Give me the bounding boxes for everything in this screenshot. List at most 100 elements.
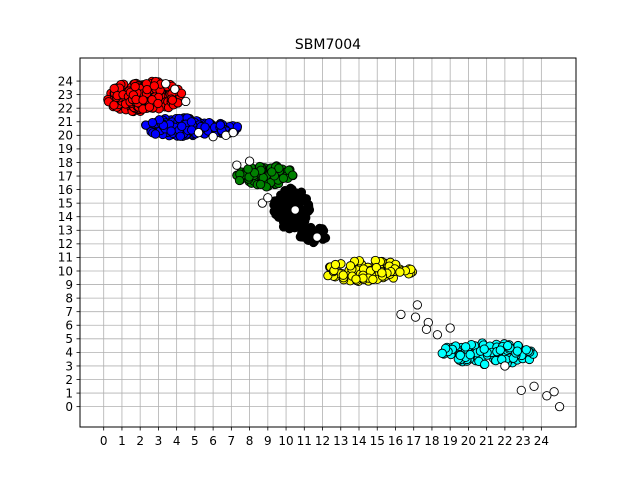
- data-point: [445, 323, 455, 333]
- y-tick-label: 14: [58, 210, 73, 224]
- series-5: [437, 338, 538, 370]
- data-point: [161, 79, 171, 89]
- x-tick-label: 20: [461, 434, 476, 448]
- data-point: [170, 84, 180, 94]
- x-tick-label: 1: [118, 434, 126, 448]
- x-tick-label: 9: [264, 434, 272, 448]
- data-point: [549, 387, 559, 397]
- data-point: [432, 330, 443, 340]
- data-point: [267, 167, 277, 177]
- data-point: [167, 95, 178, 105]
- data-point: [193, 127, 204, 138]
- x-tick-label: 5: [191, 434, 199, 448]
- y-tick-label: 22: [58, 101, 73, 115]
- data-point: [257, 198, 268, 208]
- data-points: [103, 76, 565, 412]
- data-point: [345, 261, 356, 271]
- data-point: [149, 81, 159, 91]
- y-tick-label: 21: [58, 115, 73, 129]
- data-point: [330, 259, 341, 270]
- data-point: [542, 391, 552, 401]
- data-point: [166, 126, 176, 136]
- x-tick-label: 11: [297, 434, 312, 448]
- data-point: [153, 98, 163, 109]
- data-point: [186, 117, 197, 127]
- y-tick-label: 17: [58, 169, 73, 183]
- series-6: [161, 79, 565, 412]
- data-point: [175, 131, 186, 141]
- plot-frame: [79, 57, 577, 428]
- data-point: [410, 312, 421, 322]
- data-point: [263, 193, 273, 203]
- data-point: [368, 274, 378, 285]
- x-tick-label: 14: [351, 434, 366, 448]
- data-point: [288, 222, 298, 233]
- data-point: [232, 160, 242, 170]
- data-point: [521, 345, 531, 355]
- y-tick-label: 3: [65, 359, 73, 373]
- data-point: [480, 359, 490, 369]
- data-point: [287, 170, 298, 180]
- data-point: [437, 348, 447, 358]
- data-point: [290, 193, 300, 203]
- data-point: [228, 127, 238, 138]
- data-point: [529, 381, 539, 391]
- y-tick-label: 16: [58, 183, 73, 197]
- series-3: [269, 183, 331, 248]
- data-point: [351, 274, 361, 284]
- x-tick-label: 12: [315, 434, 330, 448]
- data-point: [296, 187, 307, 197]
- x-tick-label: 23: [515, 434, 530, 448]
- x-tick-label: 19: [443, 434, 458, 448]
- series-2: [232, 161, 298, 192]
- data-point: [512, 346, 523, 356]
- y-tick-label: 2: [65, 373, 73, 387]
- x-axis-ticks: 0 1 2 3 4 5 6 7 8 9 10 11 12 13 14 15 16 17 18 19 20 21 22 23 24: [100, 427, 549, 448]
- grid-lines: [80, 58, 576, 427]
- y-tick-label: 18: [58, 156, 73, 170]
- data-point: [412, 300, 423, 310]
- data-point: [147, 117, 158, 128]
- x-tick-label: 10: [278, 434, 293, 448]
- data-point: [150, 129, 161, 139]
- data-point: [554, 402, 565, 412]
- series-4: [323, 255, 418, 287]
- x-tick-label: 22: [497, 434, 512, 448]
- y-tick-label: 10: [58, 264, 73, 278]
- data-point: [516, 385, 526, 396]
- x-tick-label: 13: [333, 434, 348, 448]
- y-tick-label: 19: [58, 142, 73, 156]
- data-point: [479, 344, 489, 354]
- data-point: [455, 350, 465, 360]
- data-point: [244, 156, 255, 166]
- series-1: [141, 113, 243, 142]
- x-tick-label: 4: [173, 434, 181, 448]
- y-tick-label: 15: [58, 196, 73, 210]
- y-tick-label: 24: [58, 74, 73, 88]
- series-0: [103, 76, 187, 117]
- data-point: [273, 210, 284, 220]
- data-point: [255, 179, 266, 190]
- data-point: [138, 95, 148, 105]
- x-tick-label: 21: [479, 434, 494, 448]
- data-point: [338, 270, 348, 280]
- x-tick-label: 0: [100, 434, 108, 448]
- y-tick-label: 13: [58, 224, 73, 238]
- x-tick-label: 15: [370, 434, 385, 448]
- data-point: [142, 85, 152, 95]
- y-tick-label: 8: [65, 291, 73, 305]
- data-point: [300, 216, 310, 226]
- data-point: [177, 121, 187, 131]
- x-tick-label: 24: [534, 434, 549, 448]
- y-tick-label: 1: [65, 386, 73, 400]
- data-point: [495, 345, 505, 355]
- y-tick-label: 6: [65, 319, 73, 333]
- data-point: [500, 361, 510, 371]
- data-point: [176, 88, 187, 98]
- y-tick-label: 23: [58, 88, 73, 102]
- x-tick-label: 18: [424, 434, 439, 448]
- x-tick-label: 17: [406, 434, 421, 448]
- data-point: [275, 194, 285, 205]
- data-point: [243, 164, 253, 174]
